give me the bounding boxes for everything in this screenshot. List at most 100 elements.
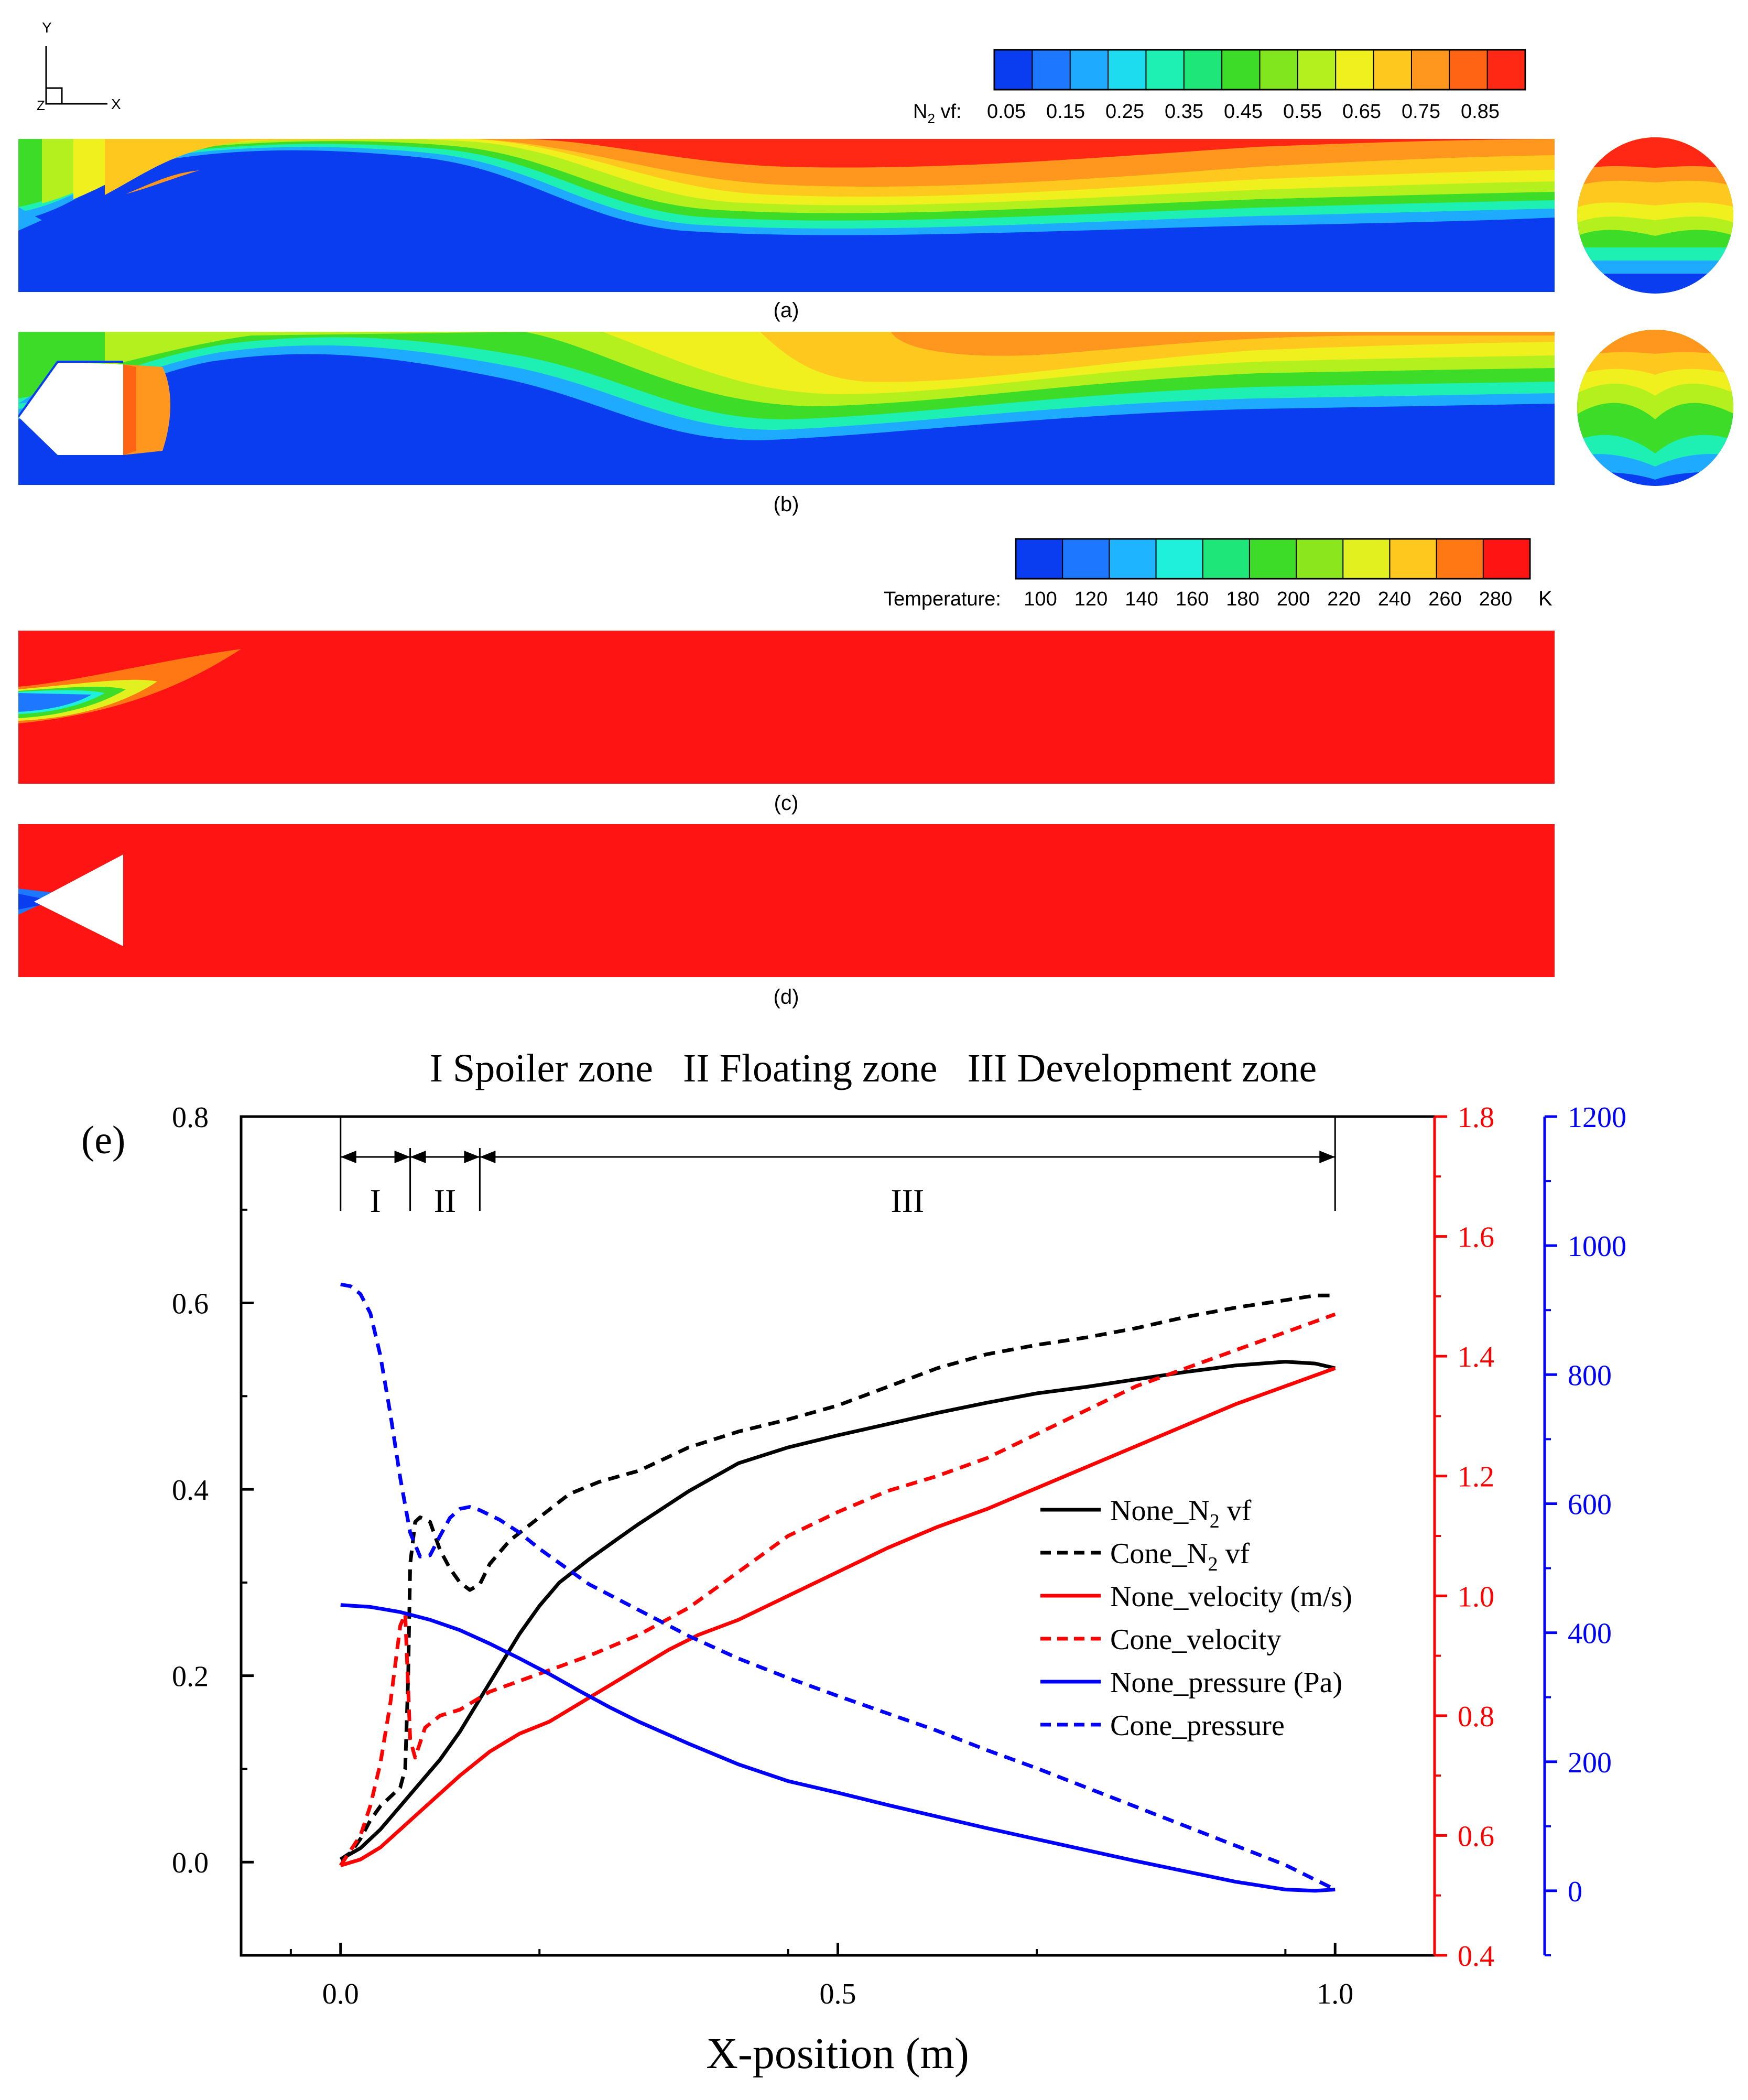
series-line-3: [339, 1312, 1336, 1867]
n2-colorbar-swatch-1: [1032, 50, 1071, 90]
temp-colorbar-swatch-7: [1343, 539, 1390, 579]
velocity-tick-label: 1.0: [1458, 1581, 1494, 1613]
legend-label-2: None_velocity (m/s): [1110, 1581, 1352, 1613]
n2-colorbar-tick-label: 0.75: [1402, 101, 1440, 123]
velocity-tick-label: 0.6: [1458, 1820, 1494, 1853]
panel-b-cross-section: [1577, 330, 1733, 486]
triad-z-label: Z: [37, 98, 45, 113]
triad-x-label: X: [111, 96, 121, 112]
n2-colorbar: 0.05 0.15 0.25 0.35 0.45 0.55 0.65 0.75 0.85: [987, 49, 1526, 123]
n2-tick-label: 0.2: [172, 1661, 209, 1693]
n2-colorbar-tick-label: 0.25: [1105, 101, 1144, 123]
n2-colorbar-swatch-6: [1222, 50, 1260, 90]
panel-d-label: (d): [774, 986, 799, 1009]
triad-y-label: Y: [42, 19, 52, 36]
panel-a-cross-section: [1577, 137, 1733, 294]
n2-colorbar-swatch-7: [1260, 50, 1298, 90]
n2-tick-label: 0.4: [172, 1474, 209, 1507]
temp-colorbar-swatch-6: [1296, 539, 1343, 579]
temp-colorbar-tick-label: 240: [1378, 588, 1411, 610]
series-group: [339, 1282, 1336, 1893]
n2-colorbar-label: N2 vf:: [913, 101, 962, 126]
zone-arrowhead: [480, 1151, 496, 1163]
zone-label: I: [370, 1182, 381, 1219]
temperature-colorbar: 100 120 140 160 180 200 220 240 260 280: [1015, 538, 1531, 610]
temp-colorbar-tick-label: 120: [1074, 588, 1108, 610]
zone-arrowhead: [464, 1151, 480, 1163]
chart-legend: None_N2 vf Cone_N2 vf None_velocity (m/s) C…: [1040, 1495, 1352, 1742]
panel-c-contour: [18, 631, 1555, 784]
pressure-tick-label: 400: [1568, 1618, 1612, 1650]
n2-colorbar-tick-label: 0.15: [1046, 101, 1085, 123]
series-line-5: [340, 1282, 1336, 1891]
panel-d-contour: [18, 824, 1555, 977]
velocity-tick-label: 1.4: [1458, 1341, 1494, 1373]
legend-label-5: Cone_pressure: [1110, 1709, 1285, 1742]
series-line-0: [340, 1360, 1336, 1861]
zone-arrowhead: [1319, 1151, 1336, 1163]
pressure-axis-ticks: 0 200 400 600 800 1000 1200: [1545, 1101, 1626, 1956]
n2-colorbar-tick-label: 0.35: [1165, 101, 1203, 123]
temp-colorbar-swatch-9: [1436, 539, 1484, 579]
series-line-2: [340, 1366, 1336, 1867]
axes-triad-icon: Y Z X: [37, 19, 121, 113]
temp-colorbar-tick-label: 220: [1327, 588, 1360, 610]
legend-label-4: None_pressure (Pa): [1110, 1666, 1342, 1699]
temp-colorbar-swatch-5: [1249, 539, 1297, 579]
temperature-colorbar-label: Temperature:: [884, 588, 1001, 610]
n2-tick-label: 0.6: [172, 1288, 209, 1320]
n2-colorbar-swatch-5: [1184, 50, 1222, 90]
n2-colorbar-swatch-13: [1487, 50, 1526, 90]
temp-colorbar-border: [1015, 538, 1531, 580]
n2-colorbar-swatch-12: [1449, 50, 1488, 90]
temp-colorbar-swatch-8: [1389, 539, 1437, 579]
temp-colorbar-tick-label: 160: [1176, 588, 1209, 610]
temp-colorbar-tick-label: 200: [1277, 588, 1310, 610]
panel-a-contour: [18, 139, 1555, 292]
panel-b-label: (b): [774, 493, 799, 516]
chart-title: I Spoiler zone II Floating zone III Deve…: [430, 1046, 1317, 1090]
temp-colorbar-tick-label: 100: [1024, 588, 1057, 610]
n2-colorbar-swatch-9: [1336, 50, 1374, 90]
panel-a-label: (a): [774, 299, 799, 322]
n2-tick-label: 0.0: [172, 1847, 209, 1879]
legend-label-1: Cone_N2 vf: [1110, 1538, 1250, 1575]
panel-b-contour: [18, 332, 1555, 485]
panel-c-label: (c): [774, 792, 799, 815]
velocity-tick-label: 1.8: [1458, 1101, 1494, 1134]
zone-arrowhead: [394, 1151, 410, 1163]
legend-label-3: Cone_velocity: [1110, 1623, 1282, 1656]
n2-axis-ticks: 0.0 0.2 0.4 0.6 0.8: [172, 1101, 254, 1956]
velocity-tick-label: 1.6: [1458, 1221, 1494, 1254]
n2-tick-label: 0.8: [172, 1101, 209, 1134]
temp-colorbar-tick-label: 260: [1428, 588, 1461, 610]
n2-colorbar-border: [993, 49, 1526, 91]
x-axis-label: X-position (m): [706, 2029, 969, 2078]
x-tick-label: 1.0: [1317, 1978, 1353, 2010]
pressure-tick-label: 800: [1568, 1359, 1612, 1392]
velocity-axis-ticks: 0.4 0.6 0.8 1.0 1.2 1.4 1.6 1.8: [1435, 1101, 1494, 1973]
n2-colorbar-swatch-0: [994, 50, 1033, 90]
temp-colorbar-swatch-10: [1483, 539, 1530, 579]
temperature-unit: K: [1538, 587, 1552, 610]
zone-annotations: I II III: [340, 1117, 1336, 1219]
chart-panel-label: (e): [81, 1118, 125, 1162]
zone-label: II: [434, 1182, 457, 1219]
n2-colorbar-tick-label: 0.05: [987, 101, 1026, 123]
n2-colorbar-tick-label: 0.85: [1461, 101, 1500, 123]
temp-colorbar-tick-label: 280: [1479, 588, 1512, 610]
pressure-tick-label: 1000: [1568, 1230, 1626, 1263]
temp-colorbar-swatch-4: [1202, 539, 1250, 579]
legend-label-0: None_N2 vf: [1110, 1495, 1252, 1532]
x-axis-ticks: 0.0 0.5 1.0: [289, 1943, 1353, 2010]
temp-colorbar-tick-label: 140: [1125, 588, 1158, 610]
n2-colorbar-swatch-8: [1297, 50, 1336, 90]
temp-colorbar-swatch-1: [1062, 539, 1110, 579]
temp-colorbar-swatch-2: [1109, 539, 1157, 579]
zone-label: III: [891, 1182, 924, 1219]
n2-colorbar-tick-label: 0.65: [1342, 101, 1381, 123]
temp-colorbar-swatch-3: [1156, 539, 1203, 579]
plot-frame: [240, 1115, 1436, 1957]
x-tick-label: 0.5: [820, 1978, 856, 2010]
pressure-tick-label: 1200: [1568, 1101, 1626, 1134]
